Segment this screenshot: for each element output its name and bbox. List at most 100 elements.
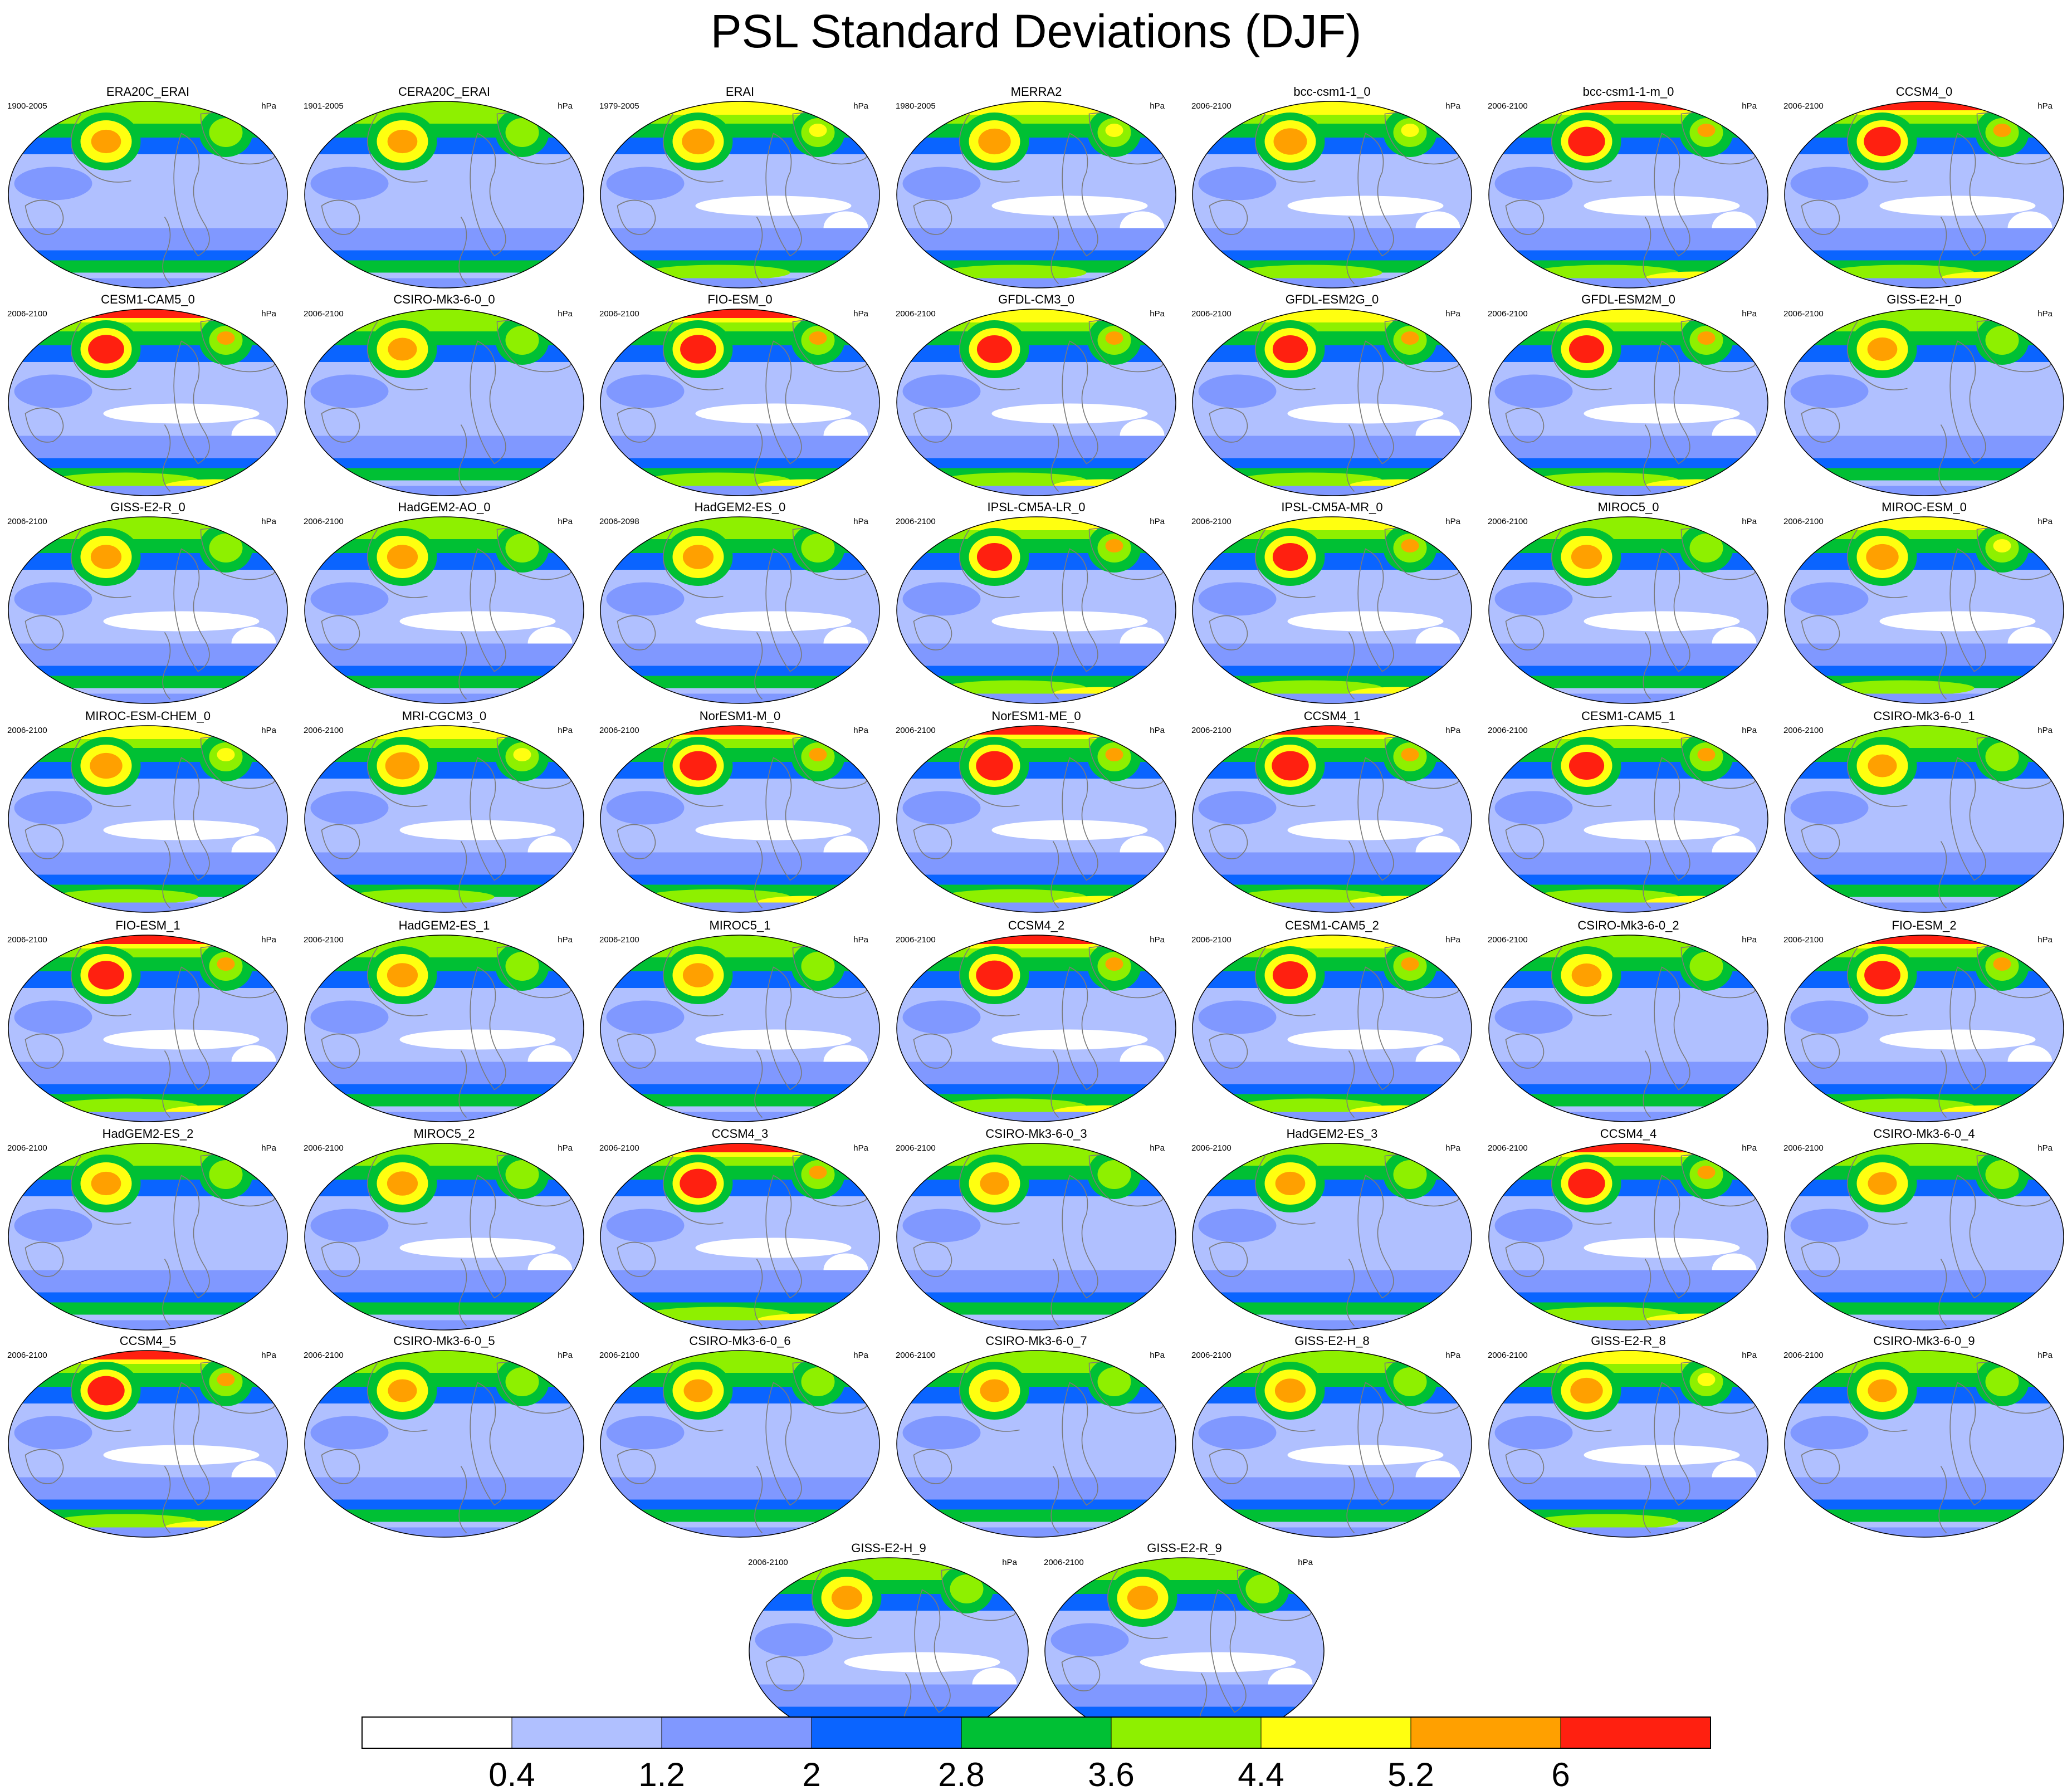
panel-grid: ERA20C_ERAI 1900-2005 hPa CERA20C_ERAI 1901-… (7, 85, 2064, 1745)
pacific-max-core (980, 1172, 1009, 1195)
pacific-max-core (1867, 337, 1898, 361)
coastline (366, 114, 428, 183)
south-midlat-band (1489, 852, 1768, 875)
coastline (913, 407, 952, 443)
map-border (896, 1350, 1176, 1538)
atlantic-max-core (217, 331, 235, 345)
atlantic-max-core (1697, 331, 1716, 345)
midlat-patch (902, 374, 981, 408)
coastline (754, 1259, 763, 1327)
coastline (1846, 114, 1908, 183)
panel-years: 2006-2100 (1488, 726, 1528, 735)
south-midlat-band (1785, 852, 2064, 875)
midlat-patch (1790, 582, 1869, 616)
coastline (1050, 1259, 1059, 1327)
panel-title: HadGEM2-ES_1 (399, 918, 490, 932)
map-border (8, 1143, 288, 1331)
arctic-peak (941, 935, 1120, 944)
midlat-patch (1790, 1416, 1869, 1450)
map-border (1488, 1350, 1768, 1538)
coastline (25, 199, 64, 235)
map-border (600, 516, 880, 704)
map-border (1192, 516, 1472, 704)
midlat-patch (310, 582, 389, 616)
arctic-peak (53, 935, 232, 944)
south-midlat-band (8, 1062, 287, 1084)
tropics-low-patch (1584, 195, 1740, 216)
coastline (754, 424, 763, 492)
pacific-max-core (1571, 963, 1602, 987)
southern-ocean-band-green (8, 260, 287, 273)
panel-title: MIROC-ESM_0 (1882, 500, 1967, 514)
coastline (959, 1156, 1020, 1225)
coastline (1050, 841, 1059, 909)
atlantic-max-core (1401, 957, 1419, 971)
coastline (959, 321, 1020, 390)
map-panel: GFDL-CM3_0 2006-2100 hPa (896, 292, 1176, 496)
coastline (1209, 1033, 1248, 1069)
map-field (897, 101, 1176, 288)
map-border (8, 101, 288, 288)
midlat-patch (1790, 1000, 1869, 1034)
tropics-low-patch (1287, 403, 1444, 424)
map-panel: CSIRO-Mk3-6-0_7 2006-2100 hPa (896, 1334, 1176, 1538)
south-midlat-band (1489, 1270, 1768, 1293)
coastline (321, 1033, 360, 1069)
coastline (1062, 1382, 1098, 1506)
map-field (1489, 1351, 1768, 1537)
atlantic-max-mid (1985, 742, 2019, 771)
southern-ocean-peak (941, 1098, 1087, 1114)
panel-years: 2006-2100 (599, 1143, 639, 1153)
atlantic-max-mid (1097, 1367, 1131, 1396)
coastline (70, 529, 131, 598)
coastline (366, 1363, 428, 1432)
tropics-low-patch (991, 403, 1148, 424)
panel-units: hPa (1150, 101, 1165, 111)
map-panel: ERA20C_ERAI 1900-2005 hPa (7, 85, 288, 288)
map-panel: MIROC5_0 2006-2100 hPa (1488, 500, 1768, 704)
map-field (8, 1143, 287, 1330)
southern-ocean-peak (53, 472, 198, 488)
southern-ocean-peak (941, 889, 1087, 905)
southern-ocean-peak (645, 889, 790, 905)
map-border (1784, 101, 2064, 288)
coastline (1846, 738, 1908, 807)
tropics-low-patch (991, 195, 1148, 216)
map-field (897, 309, 1176, 496)
coastline (70, 1363, 131, 1432)
coastline (662, 1363, 724, 1432)
map-border (1192, 101, 1472, 288)
tropics-low-patch (695, 195, 852, 216)
map-panel: CCSM4_2 2006-2100 hPa (896, 918, 1176, 1122)
atlantic-max-mid (1245, 1574, 1279, 1603)
midlat-patch (14, 374, 92, 408)
southern-ocean-band-green (600, 676, 879, 688)
panel-title: CCSM4_5 (120, 1334, 176, 1348)
south-midlat-band (8, 643, 287, 666)
pacific-max-core (976, 335, 1013, 364)
southern-ocean-peak (1533, 889, 1679, 905)
map-border (1784, 725, 2064, 913)
map-border (304, 935, 584, 1122)
southern-ocean-band-green (1489, 676, 1768, 688)
south-midlat-band (1785, 228, 2064, 251)
panel-units: hPa (1150, 517, 1165, 526)
panel-units: hPa (1742, 1351, 1757, 1360)
map-panel: FIO-ESM_1 2006-2100 hPa (7, 918, 288, 1122)
panel-years: 2006-2100 (896, 309, 936, 319)
atlantic-max-mid (1985, 1160, 2019, 1189)
pacific-max-core (387, 1171, 418, 1196)
coastline (1938, 1466, 1947, 1534)
pacific-max-core (680, 751, 717, 781)
arctic-peak (645, 1143, 824, 1152)
panel-years: 2006-2100 (1783, 101, 1824, 111)
map-border (896, 101, 1176, 288)
coastline (1801, 407, 1840, 443)
map-field (600, 309, 879, 496)
panel-years: 2006-2100 (1191, 726, 1232, 735)
coastline (162, 424, 171, 492)
atlantic-max-mid (1985, 326, 2019, 355)
map-field (1193, 726, 1472, 912)
south-midlat-band (1785, 643, 2064, 666)
map-border (1784, 309, 2064, 496)
